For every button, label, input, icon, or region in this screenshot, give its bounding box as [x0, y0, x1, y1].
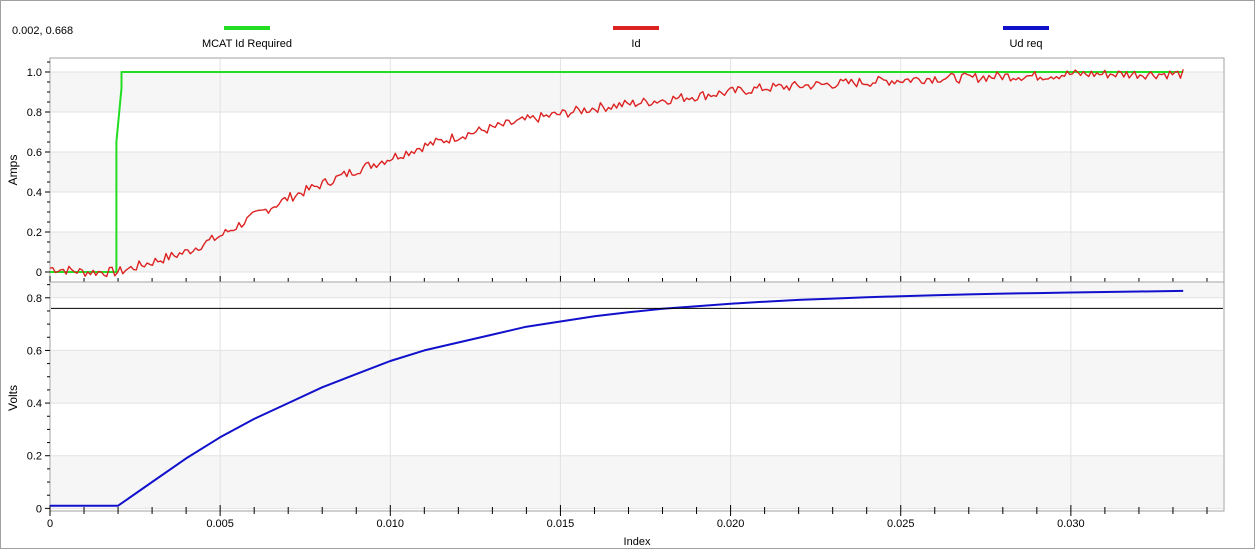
volts-y-tick-label: 0.2	[27, 451, 42, 463]
x-tick-label: 0.020	[717, 518, 745, 530]
volts-y-tick-label: 0	[36, 503, 42, 515]
volts-y-ticks: 0 0.2 0.4 0.6 0.8	[27, 284, 50, 515]
x-tick-label: 0.015	[547, 518, 575, 530]
amps-y-tick-label: 0.2	[27, 227, 42, 239]
series-line-id	[49, 69, 1184, 278]
amps-y-tick-label: 0.8	[27, 107, 42, 119]
series-line-ud-req	[50, 289, 1184, 507]
x-axis-label: Index	[624, 536, 651, 548]
series-line-mcat-id-required	[50, 71, 1184, 273]
amps-y-tick-label: 1.0	[27, 67, 42, 79]
amps-bands	[51, 72, 1223, 272]
x-tick-label: 0.005	[206, 518, 234, 530]
x-tick-label: 0.025	[887, 518, 915, 530]
volts-panel: 0 0.2 0.4 0.6 0.8 0 0.005 0.010 0.015 0.020 0.025…	[6, 281, 1225, 548]
amps-y-tick-label: 0.4	[27, 187, 42, 199]
volts-band	[51, 350, 1223, 404]
volts-band	[51, 455, 1223, 509]
amps-band	[51, 232, 1223, 272]
amps-series	[49, 69, 1184, 278]
legend-label-mcat-id-required[interactable]: MCAT Id Required	[202, 38, 292, 50]
legend: MCAT Id Required Id Ud req	[202, 26, 1049, 50]
amps-y-axis-label: Amps	[6, 155, 20, 186]
volts-series	[50, 289, 1184, 507]
amps-x-tick-marks	[49, 276, 1208, 282]
volts-band	[51, 283, 1223, 298]
x-tick-label: 0	[47, 518, 53, 530]
amps-y-ticks: 0 0.2 0.4 0.6 0.8 1.0	[27, 61, 50, 279]
x-tick-label: 0.030	[1057, 518, 1085, 530]
volts-y-axis-label: Volts	[6, 385, 20, 411]
volts-y-tick-label: 0.4	[27, 398, 42, 410]
volts-y-tick-label: 0.8	[27, 293, 42, 305]
volts-y-tick-label: 0.6	[27, 345, 42, 357]
legend-swatch-ud-req[interactable]	[1003, 26, 1049, 30]
volts-x-ticks: 0 0.005 0.010 0.015 0.020 0.025 0.030	[47, 505, 1208, 530]
legend-label-id[interactable]: Id	[631, 38, 640, 50]
amps-panel: 0 0.2 0.4 0.6 0.8 1.0 Amps	[6, 57, 1225, 283]
volts-gridlines	[51, 283, 1223, 510]
legend-swatch-id[interactable]	[613, 26, 659, 30]
cursor-readout: 0.002, 0.668	[12, 25, 73, 37]
x-tick-label: 0.010	[377, 518, 405, 530]
legend-label-ud-req[interactable]: Ud req	[1009, 38, 1042, 50]
legend-swatch-mcat-id-required[interactable]	[224, 26, 270, 30]
volts-bands	[51, 283, 1223, 509]
amps-y-tick-label: 0.6	[27, 147, 42, 159]
amps-band	[51, 152, 1223, 192]
amps-gridlines	[51, 59, 1223, 281]
amps-y-tick-label: 0	[36, 267, 42, 279]
